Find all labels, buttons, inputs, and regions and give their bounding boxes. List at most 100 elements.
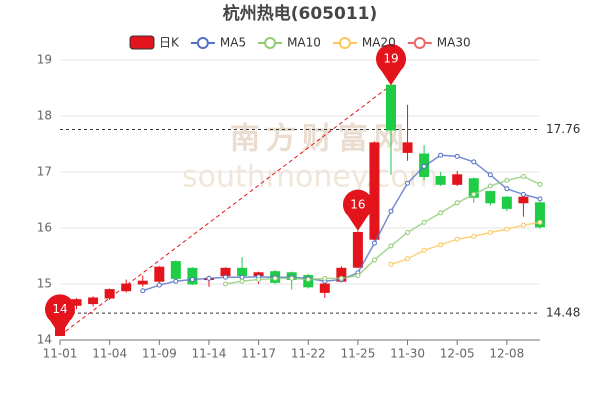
candle-body <box>220 267 231 277</box>
legend-label: MA30 <box>437 36 471 50</box>
ma-point <box>272 275 278 281</box>
marker-label: 19 <box>383 52 398 66</box>
candle-body <box>121 283 132 292</box>
marker-pin <box>45 294 75 336</box>
x-tick-label: 11-04 <box>92 347 127 361</box>
ma-point <box>520 173 526 179</box>
ma-point <box>421 163 427 169</box>
ma-point <box>189 277 195 283</box>
ma-point <box>487 229 493 235</box>
ma-point <box>239 274 245 280</box>
ma-point <box>438 210 444 216</box>
ma-point <box>173 278 179 284</box>
y-tick-label: 19 <box>37 53 52 67</box>
ma-point <box>438 242 444 248</box>
chart-title: 杭州热电(605011) <box>223 3 378 24</box>
ma-point <box>388 261 394 267</box>
candle-body <box>468 178 479 198</box>
legend-label: MA5 <box>220 36 246 50</box>
ma-point <box>206 275 212 281</box>
candle-body <box>402 142 413 153</box>
legend-item: MA5 <box>190 36 246 50</box>
x-tick-label: 11-01 <box>43 347 78 361</box>
ma-line <box>225 175 541 285</box>
candle-body <box>104 289 115 299</box>
y-tick-label: 17 <box>37 165 52 179</box>
y-tick-label: 16 <box>37 221 52 235</box>
ma-point <box>471 191 477 197</box>
candle-body <box>154 266 165 282</box>
legend-label: MA20 <box>362 36 396 50</box>
ma-point <box>421 219 427 225</box>
legend-icon <box>196 37 209 49</box>
watermark: southmoney.com <box>182 160 438 195</box>
ma-point <box>355 273 361 279</box>
ma-point <box>504 186 510 192</box>
ma-point <box>405 180 411 186</box>
ma-point <box>405 256 411 262</box>
legend-item: MA30 <box>407 36 471 50</box>
candle-body <box>485 191 496 204</box>
ma-point <box>537 196 543 202</box>
ma-point <box>223 281 228 287</box>
x-tick-label: 11-22 <box>291 347 326 361</box>
ma-line <box>390 221 541 266</box>
ma-point <box>454 153 460 159</box>
candle-body <box>137 280 148 285</box>
x-tick-label: 11-14 <box>192 347 227 361</box>
y-tick-label: 18 <box>37 109 52 123</box>
ma-point <box>405 229 411 235</box>
marker-label: 14 <box>52 302 67 316</box>
candle-body <box>435 175 446 185</box>
x-tick-label: 11-09 <box>142 347 177 361</box>
ma-point <box>454 200 460 206</box>
candle-body <box>369 142 380 240</box>
candle-body <box>237 267 248 277</box>
candle-body <box>534 202 545 228</box>
legend-item: 日K <box>129 35 180 50</box>
ma-point <box>537 219 543 225</box>
candle-body <box>88 297 99 305</box>
x-tick-label: 11-25 <box>340 347 375 361</box>
ma-point <box>256 277 262 283</box>
ma-point <box>388 243 394 249</box>
candle-body <box>170 261 181 279</box>
ma-point <box>471 159 477 165</box>
ma-point <box>388 208 394 214</box>
candle-body <box>319 283 330 293</box>
legend-icon <box>264 37 277 49</box>
legend-icon <box>129 35 155 50</box>
ma-point <box>520 222 526 228</box>
candle-body <box>452 174 463 185</box>
ma-point <box>140 288 146 294</box>
x-tick-label: 12-05 <box>440 347 475 361</box>
y-tick-label: 15 <box>37 277 52 291</box>
trend-line <box>59 84 392 336</box>
ma-point <box>487 183 493 189</box>
legend-item: MA20 <box>332 36 396 50</box>
legend-icon <box>413 37 426 49</box>
candle-body <box>518 196 529 204</box>
ma-point <box>371 240 377 246</box>
ma-point <box>520 191 526 197</box>
ma-point <box>438 152 444 158</box>
ma-point <box>305 277 311 283</box>
x-tick-label: 11-30 <box>390 347 425 361</box>
ma-point <box>504 177 510 183</box>
marker-pin <box>376 44 406 86</box>
x-tick-label: 12-08 <box>489 347 524 361</box>
mark-line-label: 14.48 <box>546 306 580 320</box>
mark-line-label: 17.76 <box>546 122 580 136</box>
legend-item: MA10 <box>258 36 321 50</box>
marker-label: 16 <box>350 197 365 211</box>
ma-point <box>537 181 543 187</box>
candle-body <box>352 231 363 268</box>
ma-point <box>371 257 377 263</box>
candle-body <box>386 84 396 131</box>
ma-point <box>338 275 344 281</box>
ma-point <box>471 233 477 239</box>
ma-point <box>454 236 460 242</box>
y-tick-label: 14 <box>37 333 52 347</box>
candle-body <box>187 267 198 285</box>
